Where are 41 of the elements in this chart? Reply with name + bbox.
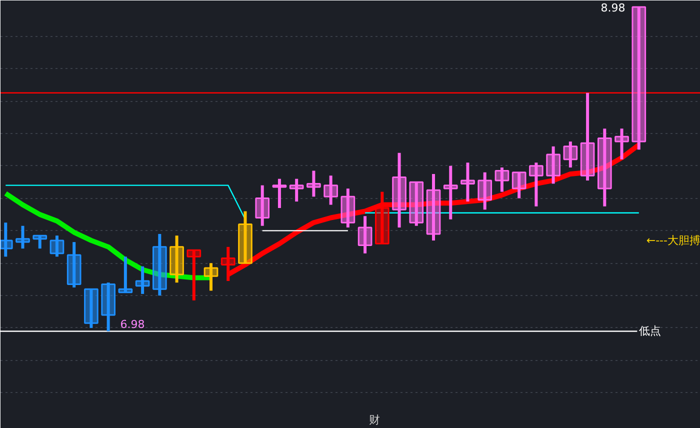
text: ←---大胆搏 <box>646 234 700 247</box>
candlestick <box>409 181 424 226</box>
candlestick <box>358 216 372 254</box>
ref-line-label: 低点 <box>638 324 661 338</box>
candlestick <box>632 6 646 150</box>
candlestick <box>494 167 510 192</box>
candlestick <box>563 142 578 168</box>
candlestick <box>255 185 270 226</box>
candlestick <box>118 256 133 294</box>
candlestick <box>546 146 560 184</box>
candlestick <box>16 226 30 249</box>
candlestick <box>32 234 48 249</box>
candlestick <box>135 266 150 294</box>
candlestick <box>374 192 390 244</box>
candlestick <box>238 211 252 264</box>
candlestick <box>170 236 184 283</box>
candlestick <box>426 174 441 240</box>
candlestick <box>340 188 356 228</box>
annotation: 财 <box>368 414 380 426</box>
candlestick <box>460 162 475 202</box>
candlestick <box>512 172 526 198</box>
annotation: 8.98 <box>600 1 626 14</box>
annotation: 6.98 <box>120 318 145 332</box>
candlestick <box>101 282 116 332</box>
candlestick <box>580 92 595 180</box>
candlestick <box>272 178 287 208</box>
candlestick <box>186 249 202 300</box>
candlestick <box>50 236 64 257</box>
candlestick <box>614 128 629 160</box>
candlestick <box>597 128 612 206</box>
candlestick <box>306 170 321 197</box>
candlestick <box>324 176 338 205</box>
candlestick <box>152 234 167 296</box>
candlestick <box>84 288 98 328</box>
candlestick <box>66 242 82 288</box>
candlestick <box>289 178 304 202</box>
candlestick <box>443 166 458 220</box>
candlestick <box>392 152 406 228</box>
candlestick <box>529 162 544 206</box>
candlestick <box>478 172 492 210</box>
candlestick <box>204 263 218 291</box>
